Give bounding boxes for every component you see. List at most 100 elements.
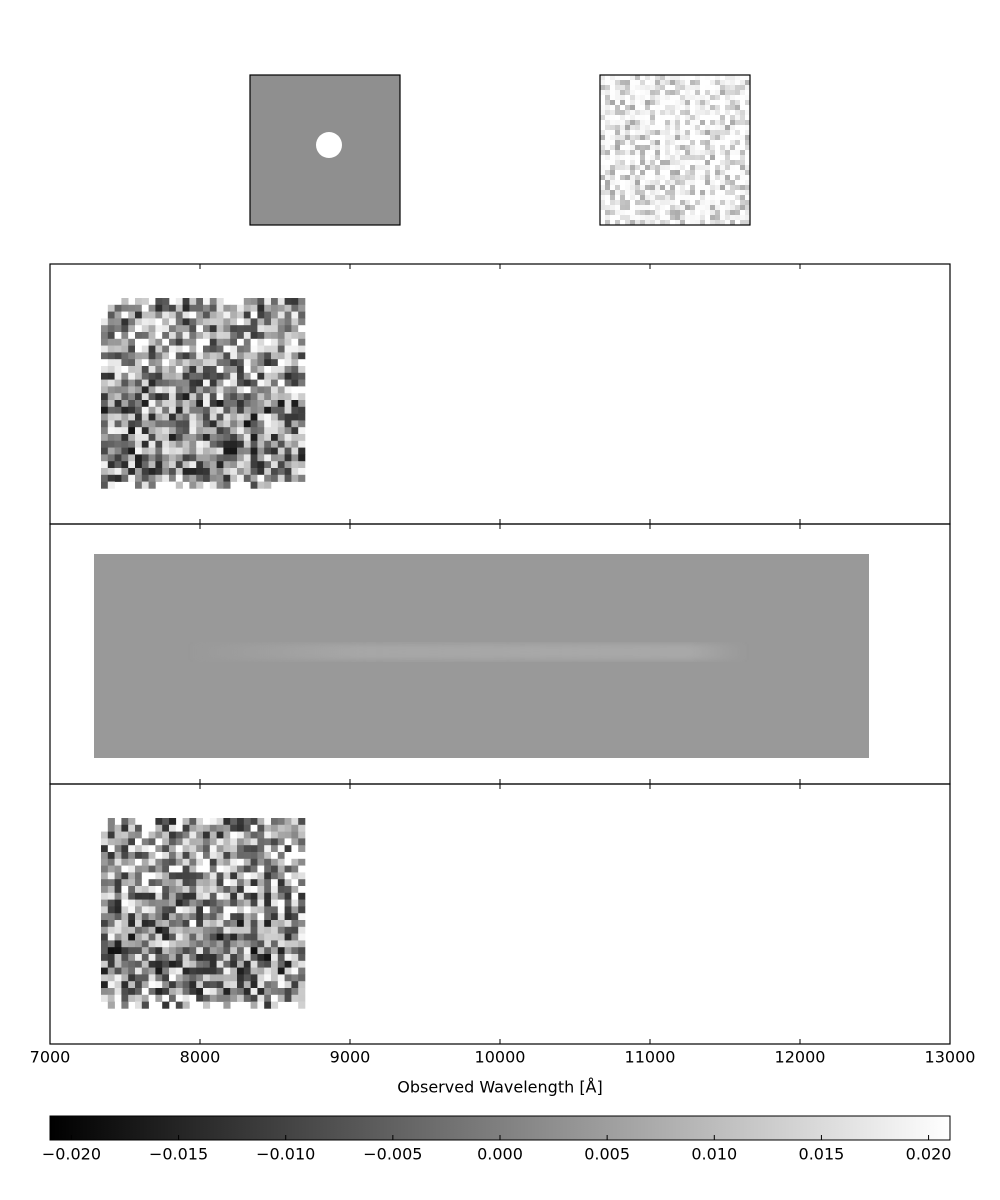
- pixel: [640, 80, 646, 86]
- pixel: [121, 468, 129, 476]
- pixel: [169, 981, 177, 989]
- pixel: [203, 967, 211, 975]
- pixel: [720, 180, 726, 186]
- pixel: [257, 994, 265, 1002]
- pixel: [257, 468, 265, 476]
- pixel: [600, 95, 606, 101]
- pixel: [625, 80, 631, 86]
- pixel: [264, 954, 272, 962]
- pixel: [196, 920, 204, 928]
- pixel: [680, 200, 686, 206]
- pixel: [715, 145, 721, 151]
- pixel: [169, 352, 177, 360]
- pixel: [745, 135, 751, 141]
- pixel: [155, 298, 163, 306]
- pixel: [121, 352, 129, 360]
- pixel: [277, 824, 285, 832]
- pixel: [725, 205, 731, 211]
- pixel: [695, 200, 701, 206]
- pixel: [645, 120, 651, 126]
- pixel: [169, 413, 177, 421]
- pixel: [264, 879, 272, 887]
- pixel: [128, 858, 136, 866]
- pixel: [237, 940, 245, 948]
- pixel: [284, 338, 292, 346]
- pixel: [640, 160, 646, 166]
- pixel: [700, 185, 706, 191]
- pixel: [203, 318, 211, 326]
- pixel: [162, 933, 170, 941]
- pixel: [101, 372, 109, 380]
- pixel: [720, 140, 726, 146]
- pixel: [740, 75, 746, 81]
- pixel: [650, 205, 656, 211]
- pixel: [216, 379, 224, 387]
- pixel: [189, 298, 197, 306]
- pixel: [264, 906, 272, 914]
- pixel: [645, 140, 651, 146]
- pixel: [640, 100, 646, 106]
- pixel: [203, 338, 211, 346]
- pixel: [675, 145, 681, 151]
- pixel: [715, 180, 721, 186]
- pixel: [128, 947, 136, 955]
- pixel: [715, 205, 721, 211]
- pixel: [237, 926, 245, 934]
- pixel: [745, 85, 751, 91]
- pixel: [264, 892, 272, 900]
- pixel: [175, 967, 183, 975]
- pixel: [685, 195, 691, 201]
- pixel: [610, 210, 616, 216]
- pixel: [189, 393, 197, 401]
- pixel: [650, 125, 656, 131]
- pixel: [740, 210, 746, 216]
- pixel: [635, 190, 641, 196]
- pixel: [271, 940, 279, 948]
- pixel: [216, 434, 224, 442]
- pixel: [277, 427, 285, 435]
- pixel: [640, 195, 646, 201]
- pixel: [257, 400, 265, 408]
- pixel: [230, 920, 238, 928]
- pixel: [264, 474, 272, 482]
- pixel: [148, 454, 156, 462]
- pixel: [101, 926, 109, 934]
- pixel: [128, 852, 136, 860]
- pixel: [175, 447, 183, 455]
- pixel: [620, 215, 626, 221]
- pixel: [243, 413, 251, 421]
- pixel: [114, 838, 122, 846]
- pixel: [284, 824, 292, 832]
- pixel: [243, 954, 251, 962]
- pixel: [182, 913, 190, 921]
- pixel: [230, 899, 238, 907]
- pixel: [216, 332, 224, 340]
- pixel: [230, 406, 238, 414]
- pixel: [745, 180, 751, 186]
- pixel: [114, 406, 122, 414]
- pixel: [141, 345, 149, 353]
- pixel: [271, 981, 279, 989]
- pixel: [740, 195, 746, 201]
- pixel: [162, 967, 170, 975]
- pixel: [101, 447, 109, 455]
- pixel: [243, 818, 251, 826]
- pixel: [250, 824, 258, 832]
- pixel: [209, 960, 217, 968]
- pixel: [189, 481, 197, 489]
- pixel: [271, 913, 279, 921]
- pixel: [605, 120, 611, 126]
- pixel: [169, 386, 177, 394]
- pixel: [196, 304, 204, 312]
- pixel: [730, 130, 736, 136]
- pixel: [680, 95, 686, 101]
- pixel: [141, 872, 149, 880]
- pixel: [148, 913, 156, 921]
- pixel: [705, 205, 711, 211]
- pixel: [710, 195, 716, 201]
- pixel: [650, 80, 656, 86]
- pixel: [243, 359, 251, 367]
- pixel: [264, 838, 272, 846]
- pixel: [107, 994, 115, 1002]
- pixel: [135, 967, 143, 975]
